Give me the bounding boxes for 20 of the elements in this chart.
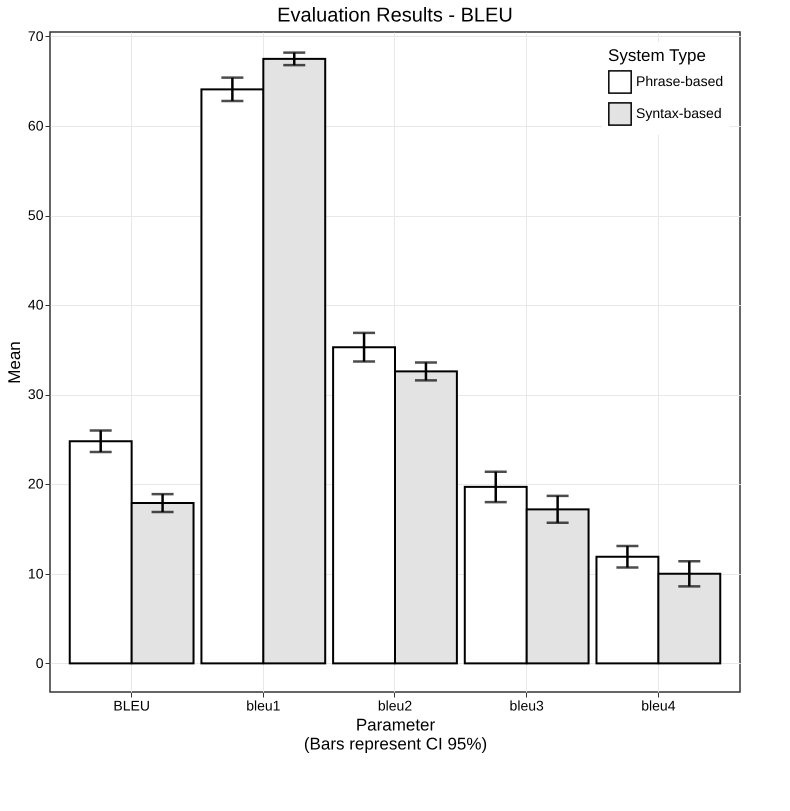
y-tick-label: 30: [28, 386, 44, 402]
x-tick-label: bleu3: [510, 698, 544, 714]
x-tick-label: bleu4: [641, 698, 676, 714]
chart-title: Evaluation Results - BLEU: [277, 4, 513, 26]
y-tick-label: 10: [28, 565, 44, 582]
y-tick-label: 0: [36, 654, 44, 671]
x-axis-title: Parameter: [356, 716, 436, 734]
y-tick-label: 50: [28, 207, 44, 224]
y-tick-label: 70: [28, 28, 44, 44]
x-tick-label: bleu2: [378, 698, 412, 714]
y-tick-label: 60: [28, 118, 44, 134]
x-tick-label: bleu1: [246, 698, 281, 714]
x-tick-label: BLEU: [113, 698, 150, 714]
y-tick-label: 40: [28, 296, 44, 313]
text: (Bars represent CI 95%): [304, 734, 488, 754]
y-tick-label: 20: [28, 476, 44, 492]
legend-label: Syntax-based: [636, 105, 722, 121]
legend-title: System Type: [608, 46, 706, 65]
y-axis-title: Mean: [4, 341, 24, 384]
legend-label: Phrase-based: [636, 73, 724, 89]
